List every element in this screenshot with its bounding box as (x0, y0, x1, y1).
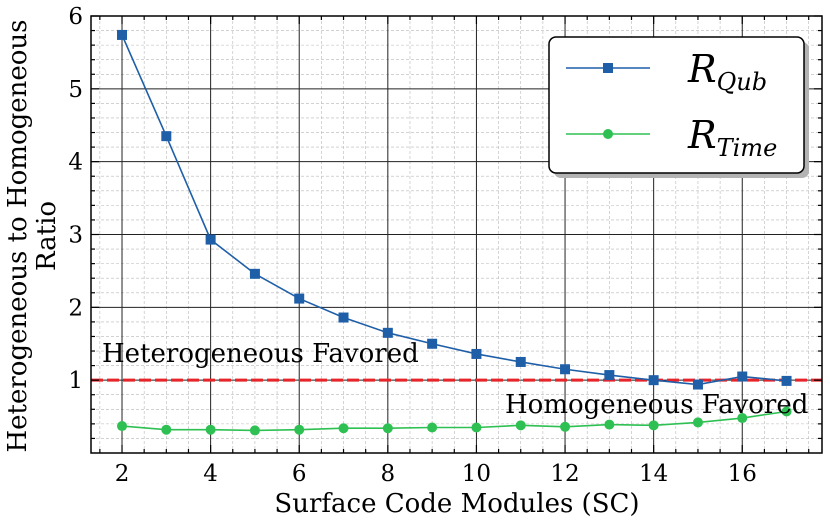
y-axis-title-line-2: Ratio (32, 201, 62, 271)
data-point-qub (294, 293, 305, 304)
series-group (117, 29, 792, 436)
data-point-time (692, 417, 703, 428)
data-point-qub (161, 131, 172, 142)
data-point-time (471, 422, 482, 433)
data-point-qub (117, 29, 128, 40)
data-point-time (161, 424, 172, 435)
series-line-time (121, 410, 787, 432)
legend-qub-label: RQub (687, 47, 767, 96)
y-axis-title: Heterogeneous to Homogeneous Ratio (3, 19, 62, 452)
annotation-heterogeneous-favored: Heterogeneous Favored (102, 339, 419, 369)
data-point-qub (205, 234, 216, 245)
legend-qub-marker (603, 63, 613, 73)
series-qub (117, 29, 792, 390)
data-point-qub (737, 371, 748, 382)
data-point-time (648, 420, 659, 431)
data-point-qub (338, 312, 349, 323)
y-tick-label: 2 (68, 295, 83, 321)
y-tick-label: 4 (68, 150, 83, 176)
data-point-time (604, 419, 615, 430)
data-point-time (338, 423, 349, 434)
x-tick-label: 2 (115, 461, 130, 487)
data-point-qub (515, 356, 526, 367)
y-tick-label: 5 (68, 77, 83, 103)
x-tick-label: 10 (462, 461, 491, 487)
y-tick-label: 6 (68, 4, 83, 30)
y-tick-label: 1 (68, 368, 83, 394)
data-point-time (515, 420, 526, 431)
y-axis-title-line-1: Heterogeneous to Homogeneous (3, 19, 33, 452)
data-point-qub (427, 338, 438, 349)
data-point-time (117, 421, 128, 432)
annotation-homogeneous-favored: Homogeneous Favored (505, 390, 808, 420)
x-tick-label: 16 (728, 461, 757, 487)
series-time (117, 406, 792, 436)
x-tick-label: 4 (203, 461, 218, 487)
series-line-qub (121, 34, 787, 386)
x-axis-title: Surface Code Modules (SC) (274, 489, 639, 519)
data-point-qub (648, 375, 659, 386)
data-point-time (737, 413, 748, 424)
data-point-qub (560, 364, 571, 375)
data-point-qub (249, 268, 260, 279)
data-point-time (427, 422, 438, 433)
data-point-qub (781, 375, 792, 386)
x-tick-label: 14 (639, 461, 668, 487)
data-point-qub (604, 370, 615, 381)
data-point-time (781, 406, 792, 417)
data-point-qub (471, 348, 482, 359)
y-tick-label: 3 (68, 223, 83, 249)
data-point-time (249, 425, 260, 436)
data-point-time (205, 424, 216, 435)
data-point-qub (692, 379, 703, 390)
x-tick-label: 6 (292, 461, 307, 487)
x-tick-label: 12 (550, 461, 579, 487)
data-point-time (382, 423, 393, 434)
data-point-qub (382, 327, 393, 338)
x-tick-label: 8 (381, 461, 396, 487)
legend-time-marker (603, 129, 613, 139)
legend: RQub RTime (548, 36, 809, 178)
data-point-time (294, 424, 305, 435)
data-point-time (560, 421, 571, 432)
legend-time-label: RTime (687, 113, 777, 162)
